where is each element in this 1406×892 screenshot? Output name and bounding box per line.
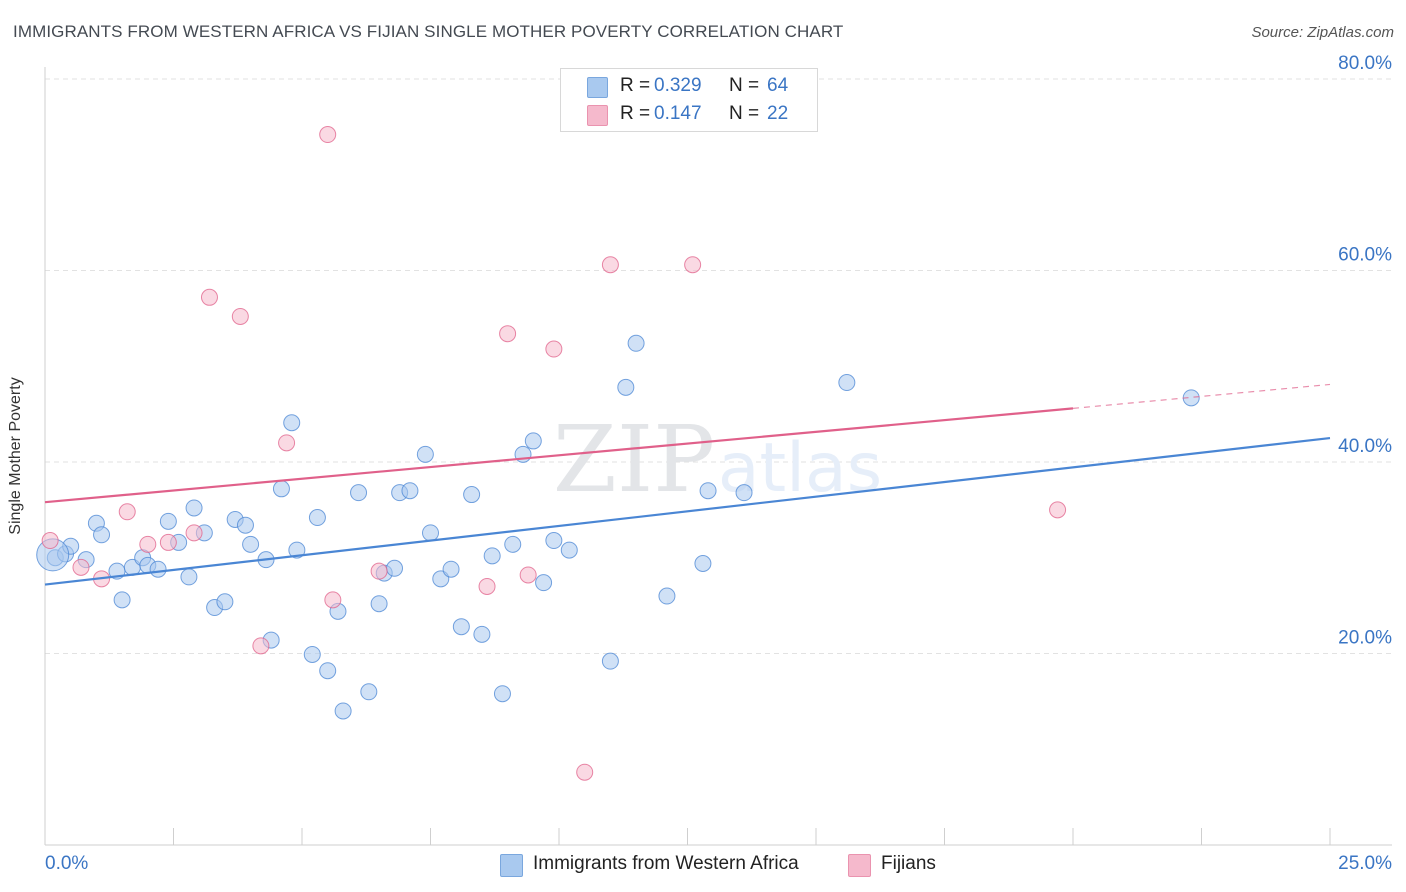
western-africa-point <box>838 374 856 392</box>
y-tick-label: 20.0% <box>1338 628 1392 649</box>
fijian-point <box>319 126 337 144</box>
western-africa-point <box>401 482 419 500</box>
western-africa-point <box>185 499 203 517</box>
tick-labels: 20.0% 40.0% 60.0% 80.0% 0.0% 25.0% <box>45 53 1392 874</box>
western-africa-point <box>334 702 352 720</box>
n-value: 64 <box>767 75 789 96</box>
fijian-point <box>200 288 218 306</box>
fijian-point <box>499 325 517 343</box>
fijian-point <box>231 307 249 325</box>
fijian-point <box>1049 501 1067 519</box>
r-label: R = <box>620 75 651 96</box>
western-africa-point <box>617 378 635 396</box>
western-africa-point <box>601 652 619 670</box>
western-africa-point <box>442 560 460 578</box>
western-africa-point <box>350 484 368 502</box>
western-africa-point <box>524 432 542 450</box>
y-tick-label: 60.0% <box>1338 245 1392 266</box>
trend-lines <box>44 383 1331 586</box>
western-africa-point <box>308 509 326 527</box>
fijian-point <box>252 637 270 655</box>
fijian-point <box>576 763 594 781</box>
fijian-point <box>41 532 59 550</box>
correlation-box: R = 0.329 N = 64 R = 0.147 N = 22 <box>560 68 818 132</box>
r-value: 0.329 <box>654 75 702 96</box>
axes <box>44 67 1392 846</box>
western-africa-point <box>93 526 111 544</box>
legend-label: Fijians <box>881 853 936 874</box>
r-value: 0.147 <box>654 103 702 124</box>
western-africa-point <box>473 625 491 643</box>
western-africa-point <box>627 334 645 352</box>
western-africa-point <box>416 445 434 463</box>
r-label: R = <box>620 103 651 124</box>
x-tick-label-left: 0.0% <box>45 853 88 874</box>
western-africa-point <box>149 560 167 578</box>
fijian-point <box>545 340 563 358</box>
fijian-point <box>118 503 136 521</box>
data-points <box>36 126 1200 781</box>
western-africa-point <box>216 593 234 611</box>
western-africa-point <box>272 480 290 498</box>
n-label: N = <box>729 75 760 96</box>
legend-swatch-pink <box>848 854 871 877</box>
western-africa-point <box>159 512 177 530</box>
western-africa-point <box>452 618 470 636</box>
western-africa-point <box>283 414 301 432</box>
western-africa-point <box>288 541 306 559</box>
fijian-point <box>684 256 702 274</box>
fijian-point <box>278 434 296 452</box>
n-label: N = <box>729 103 760 124</box>
western-africa-trend-line <box>44 436 1331 586</box>
western-africa-point <box>699 482 717 500</box>
western-africa-point <box>236 516 254 534</box>
western-africa-point <box>180 568 198 586</box>
fijian-point <box>139 535 157 553</box>
y-tick-label: 80.0% <box>1338 53 1392 74</box>
y-tick-label: 40.0% <box>1338 436 1392 457</box>
chart-title: IMMIGRANTS FROM WESTERN AFRICA VS FIJIAN… <box>13 22 844 41</box>
western-africa-point <box>545 532 563 550</box>
western-africa-point <box>560 541 578 559</box>
western-africa-point <box>694 554 712 572</box>
fijian-point <box>370 562 388 580</box>
legend-swatch-blue <box>500 854 523 877</box>
western-africa-point <box>386 559 404 577</box>
fijian-point <box>478 577 496 595</box>
western-africa-point <box>319 662 337 680</box>
western-africa-point <box>463 486 481 504</box>
fijian-trend-line <box>44 407 1074 504</box>
western-africa-point <box>370 595 388 613</box>
source-label: Source: ZipAtlas.com <box>1251 24 1394 41</box>
western-africa-point <box>658 587 676 605</box>
fijian-point <box>185 524 203 542</box>
western-africa-point <box>504 535 522 553</box>
western-africa-point <box>303 645 321 663</box>
fijian-trend-line-dashed <box>1072 383 1331 409</box>
correlation-swatch-pink <box>587 105 608 126</box>
western-africa-point <box>360 683 378 701</box>
gridlines <box>45 78 1392 654</box>
fijian-point <box>324 591 342 609</box>
western-africa-point <box>493 685 511 703</box>
n-value: 22 <box>767 103 789 124</box>
legend-label: Immigrants from Western Africa <box>533 853 799 874</box>
western-africa-point <box>422 524 439 542</box>
western-africa-point <box>483 547 501 565</box>
western-africa-point <box>735 484 753 502</box>
watermark-zip: ZIP <box>553 406 715 513</box>
fijian-point <box>601 256 619 274</box>
fijian-point <box>159 533 177 551</box>
x-tick-label-right: 25.0% <box>1338 853 1392 874</box>
western-africa-point <box>113 591 131 609</box>
western-africa-point <box>535 574 553 592</box>
fijian-point <box>72 558 90 576</box>
fijian-point <box>519 566 537 584</box>
correlation-swatch-blue <box>587 77 608 98</box>
western-africa-point <box>242 535 260 553</box>
